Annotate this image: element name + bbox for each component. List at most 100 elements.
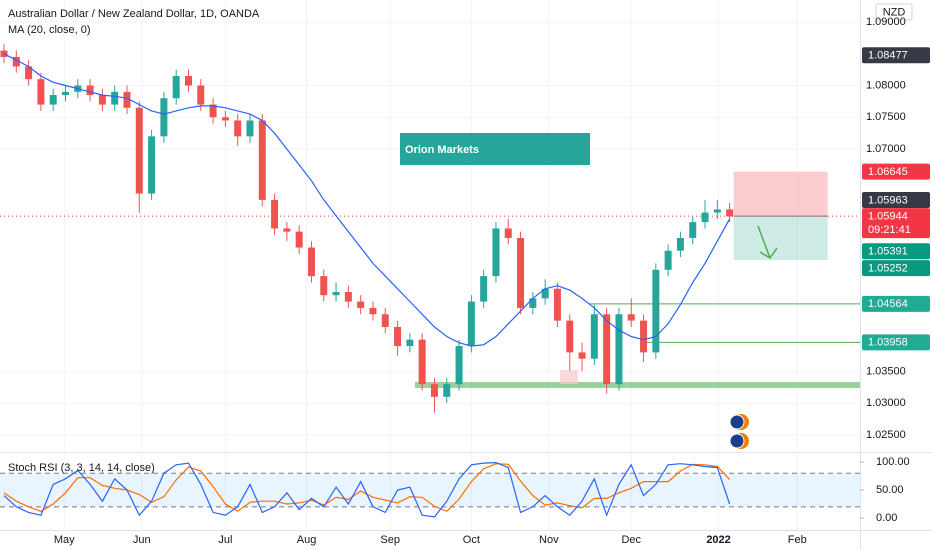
- price-label-box: [862, 208, 930, 239]
- candle-body: [664, 250, 672, 270]
- event-icon[interactable]: [729, 414, 745, 430]
- candle-body: [492, 228, 500, 277]
- candle-body: [418, 339, 426, 385]
- watermark: Orion Markets: [405, 144, 479, 156]
- candle-body: [283, 228, 291, 232]
- candle-body: [307, 247, 315, 277]
- candle-body: [443, 384, 451, 397]
- candle-body: [49, 95, 57, 105]
- y-tick-label: 1.02500: [866, 429, 906, 441]
- watermark-box: [400, 133, 590, 165]
- currency-badge[interactable]: [875, 3, 913, 21]
- arrow: [757, 225, 778, 260]
- price-label: 1.05391: [868, 246, 908, 258]
- candle-body: [234, 120, 242, 137]
- candle-body: [517, 238, 525, 308]
- stoch-tick-label: 50.00: [876, 484, 904, 496]
- candle-body: [148, 136, 156, 194]
- candle-body: [320, 276, 328, 296]
- candle-body: [271, 199, 279, 229]
- candle-body: [221, 117, 229, 121]
- candle-body: [172, 75, 180, 99]
- x-tick-label: Nov: [539, 534, 559, 546]
- candle-body: [25, 66, 33, 80]
- price-label: 1.03958: [868, 337, 908, 349]
- candle-body: [61, 91, 69, 96]
- stoch-title: Stoch RSI (3, 3, 14, 14, close): [8, 462, 155, 474]
- x-tick-label: Jul: [218, 534, 232, 546]
- x-tick-label: May: [54, 534, 75, 546]
- candle-body: [123, 91, 131, 108]
- x-tick-label: Sep: [380, 534, 400, 546]
- candle-body: [455, 346, 463, 385]
- candle-body: [701, 212, 709, 223]
- support-zone: [415, 382, 860, 388]
- candle-body: [86, 85, 94, 96]
- stoch-k-line: [3, 461, 731, 518]
- candle-body: [394, 326, 402, 347]
- candle-body: [480, 276, 488, 302]
- price-label: 1.05944: [868, 211, 908, 223]
- candle-body: [209, 104, 217, 118]
- candle-body: [344, 292, 352, 302]
- candle-body: [627, 314, 635, 321]
- candle-body: [160, 98, 168, 137]
- price-label: 1.08477: [868, 50, 908, 62]
- y-tick-label: 1.07000: [866, 143, 906, 155]
- candle-body: [37, 79, 45, 105]
- x-tick-label: Jun: [133, 534, 151, 546]
- price-countdown: 09:21:41: [868, 224, 911, 236]
- candle-body: [406, 339, 414, 347]
- candle-body: [12, 56, 20, 67]
- stop-zone: [733, 171, 828, 217]
- candle-body: [111, 91, 119, 105]
- indicator-label: MA (20, close, 0): [8, 24, 91, 36]
- candle-body: [197, 85, 205, 105]
- y-tick-label: 1.09000: [866, 16, 906, 28]
- price-label-box: [862, 191, 930, 208]
- stoch-tick-label: 100.00: [876, 456, 910, 468]
- candle-body: [541, 288, 549, 299]
- candle-body: [615, 314, 623, 385]
- ma-line: [3, 53, 731, 347]
- candle-body: [98, 95, 106, 105]
- candle-body: [652, 269, 660, 353]
- y-tick-label: 1.03500: [866, 365, 906, 377]
- stoch-band: [0, 473, 860, 507]
- currency-label: NZD: [883, 6, 906, 18]
- candle-body: [578, 352, 586, 359]
- candle-body: [467, 301, 475, 347]
- price-label: 1.05963: [868, 194, 908, 206]
- price-label-box: [862, 163, 930, 180]
- price-label-box: [862, 243, 930, 260]
- chart-title: Australian Dollar / New Zealand Dollar, …: [8, 8, 260, 20]
- highlight: [560, 370, 578, 384]
- candle-body: [369, 307, 377, 315]
- price-label: 1.05252: [868, 263, 908, 275]
- price-label-box: [862, 47, 930, 64]
- flag-icons: [729, 414, 749, 449]
- price-label: 1.04564: [868, 298, 908, 310]
- candle-body: [713, 209, 721, 213]
- y-tick-label: 1.08000: [866, 79, 906, 91]
- y-tick-label: 1.07500: [866, 111, 906, 123]
- candle-body: [135, 107, 143, 194]
- x-tick-label: Dec: [621, 534, 641, 546]
- event-icon[interactable]: [729, 433, 745, 449]
- price-label-box: [862, 295, 930, 312]
- candle-body: [332, 292, 340, 296]
- candle-body: [529, 298, 537, 308]
- y-tick-label: 1.03000: [866, 397, 906, 409]
- x-tick-label: 2022: [706, 534, 730, 546]
- candle-body: [603, 314, 611, 385]
- candle-body: [640, 320, 648, 353]
- candle-body: [590, 314, 598, 359]
- candle-body: [676, 238, 684, 251]
- candle-body: [504, 228, 512, 239]
- layer: [0, 0, 860, 530]
- price-label: 1.06645: [868, 166, 908, 178]
- x-tick-label: Oct: [463, 534, 480, 546]
- candle-body: [726, 209, 734, 217]
- candle-body: [566, 320, 574, 353]
